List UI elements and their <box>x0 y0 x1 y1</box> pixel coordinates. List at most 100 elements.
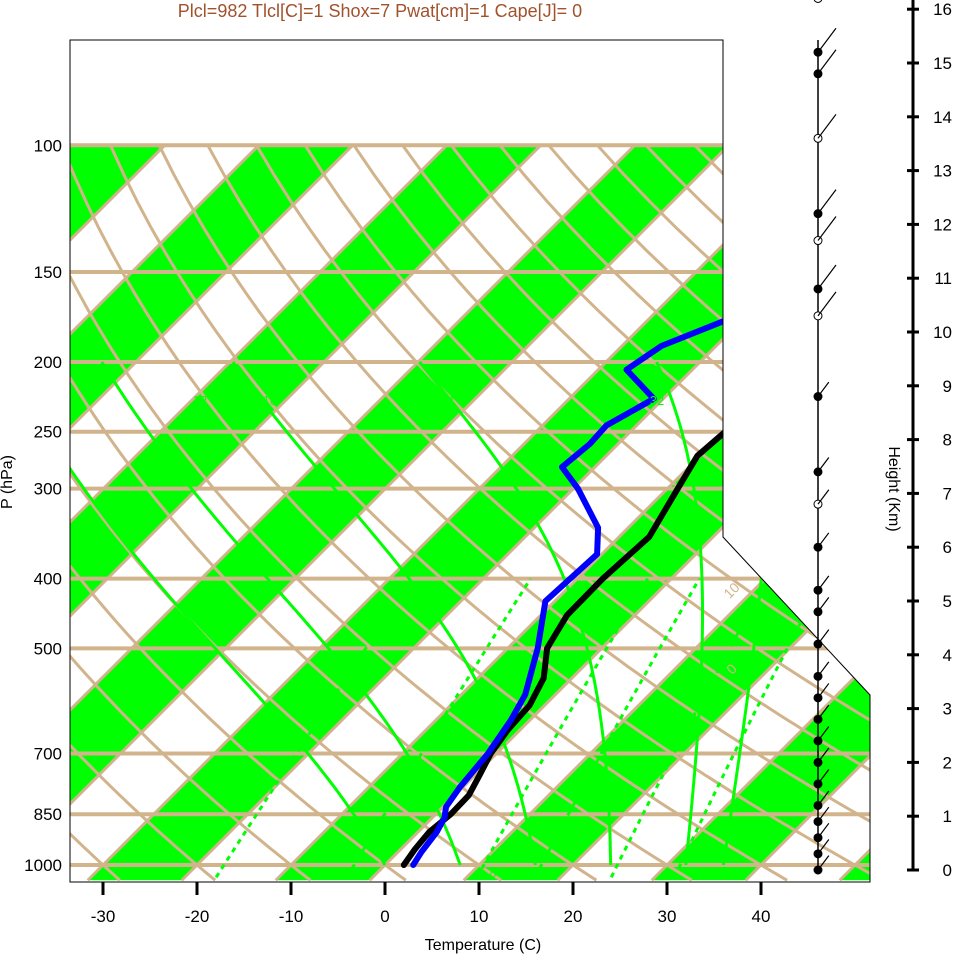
isotherm-label: 20 <box>720 474 742 496</box>
mixing-ratio-line <box>673 577 826 878</box>
wind-barb <box>817 575 830 591</box>
y-tick-label: 200 <box>34 353 62 372</box>
mixing-ratio-label: 16 <box>263 393 277 408</box>
wind-barb <box>817 381 830 397</box>
wind-barb <box>817 629 830 645</box>
wind-barb <box>817 291 837 317</box>
dry-adiabat <box>70 145 312 882</box>
dry-adiabat <box>303 144 870 882</box>
mixing-ratio-line <box>533 577 701 878</box>
dry-adiabat <box>157 144 870 882</box>
moist-adiabat <box>70 361 387 866</box>
isotherm-band <box>70 145 353 881</box>
height-tick-label: 15 <box>933 54 952 73</box>
height-tick-label: 2 <box>943 753 952 772</box>
isotherm-line <box>70 144 542 882</box>
height-tick-label: 0 <box>943 861 952 880</box>
y-tick-label: 400 <box>34 570 62 589</box>
x-tick-label: -30 <box>91 907 116 926</box>
height-tick-label: 1 <box>943 807 952 826</box>
height-tick-label: 6 <box>943 538 952 557</box>
mixing-ratio-lines <box>214 577 826 879</box>
wind-barb <box>817 822 830 839</box>
wind-barb <box>817 747 830 763</box>
y-tick-label: 150 <box>34 263 62 282</box>
mixing-ratio-label: 24 <box>440 393 454 408</box>
dry-adiabat <box>70 144 598 882</box>
x-tick-label: 0 <box>380 907 389 926</box>
plot-area: 5060708090100110120130140150160302010038… <box>70 143 870 882</box>
isotherm-label: 10 <box>720 579 742 601</box>
wind-barb <box>817 769 830 785</box>
isotherm-line <box>70 144 730 882</box>
mixing-ratio-line <box>475 577 649 878</box>
chart-title: Plcl=982 Tlcl[C]=1 Shox=7 Pwat[cm]=1 Cap… <box>178 1 582 21</box>
wind-barb <box>817 49 837 75</box>
moist-adiabat <box>231 361 537 866</box>
isotherm-label: 30 <box>720 277 742 299</box>
y-tick-label: 250 <box>34 423 62 442</box>
height-tick-label: 14 <box>933 108 952 127</box>
x-tick-label: 10 <box>470 907 489 926</box>
wind-barb <box>817 726 830 742</box>
wind-barb <box>817 113 837 139</box>
wind-barb <box>817 855 830 871</box>
height-tick-label: 3 <box>943 700 952 719</box>
y-tick-label: 300 <box>34 480 62 499</box>
wind-barb <box>817 216 837 241</box>
wind-barb <box>817 532 830 548</box>
y-tick-label: 500 <box>34 639 62 658</box>
isotherm-line <box>650 144 870 882</box>
y-tick-label: 1000 <box>24 856 62 875</box>
isotherm-line <box>70 144 636 882</box>
sounding-traces <box>400 151 870 868</box>
isotherm-band <box>70 145 541 881</box>
wind-barb <box>817 264 837 290</box>
mixing-ratio-label: 12 <box>193 393 207 408</box>
x-tick-label: -20 <box>185 907 210 926</box>
x-axis: -30 -20 -10 0 10 20 30 40 <box>91 881 771 926</box>
wind-barb <box>817 661 830 677</box>
dry-adiabat <box>401 144 870 882</box>
height-tick-label: 10 <box>933 323 952 342</box>
y-tick-label: 850 <box>34 805 62 824</box>
mixing-ratio-line <box>214 577 414 879</box>
wind-barb <box>817 27 837 53</box>
dry-adiabat <box>70 145 217 882</box>
height-tick-label: 11 <box>934 269 952 288</box>
height-tick-label: 7 <box>943 484 952 503</box>
height-tick-label: 4 <box>943 646 952 665</box>
height-tick-label: 9 <box>943 377 952 396</box>
mixing-ratio-label: 3 <box>361 865 368 880</box>
x-tick-label: 20 <box>564 907 583 926</box>
x-tick-label: 30 <box>658 907 677 926</box>
mixing-ratio-label: 8 <box>489 865 496 880</box>
wind-barb <box>817 839 830 855</box>
temperature-trace <box>400 151 870 868</box>
y-tick-label: 100 <box>34 136 62 155</box>
height-tick-label: 12 <box>933 215 952 234</box>
isotherm-line <box>70 144 448 882</box>
y-axis-label: P (hPa) <box>0 455 16 509</box>
wind-barb <box>817 790 830 806</box>
mixing-ratio-label: 32 <box>650 393 664 408</box>
y-axis: 100 150 200 250 300 400 500 700 850 1000 <box>24 40 71 882</box>
wind-profile <box>813 0 837 875</box>
dry-adiabat <box>255 144 870 882</box>
dry-adiabat <box>352 144 870 882</box>
isotherm-line <box>70 144 72 882</box>
dry-adiabat <box>109 144 870 882</box>
height-tick-label: 8 <box>943 431 952 450</box>
wind-point <box>813 0 823 3</box>
height-tick-label: 16 <box>933 0 952 19</box>
isotherm-line <box>70 144 260 882</box>
dry-adiabat <box>206 144 870 882</box>
moist-adiabat <box>418 361 613 865</box>
dry-adiabat <box>70 144 788 882</box>
isotherm-band <box>651 145 870 881</box>
x-axis-label: Temperature (C) <box>425 937 541 954</box>
x-tick-label: -10 <box>279 907 304 926</box>
dewpoint-trace <box>410 151 870 868</box>
x-tick-label: 40 <box>752 907 771 926</box>
